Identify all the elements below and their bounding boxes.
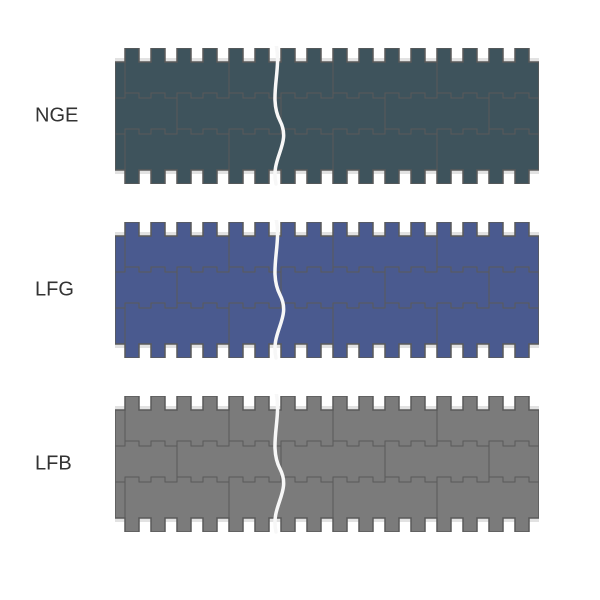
belt-diagram: { "canvas": { "width": 600, "height": 60… (0, 0, 600, 600)
belt-graphic (115, 48, 539, 184)
variant-label: NGE (35, 105, 105, 128)
belt-graphic (115, 396, 539, 532)
belt-graphic (115, 222, 539, 358)
variant-label: LFB (35, 453, 105, 476)
variant-label: LFG (35, 279, 105, 302)
